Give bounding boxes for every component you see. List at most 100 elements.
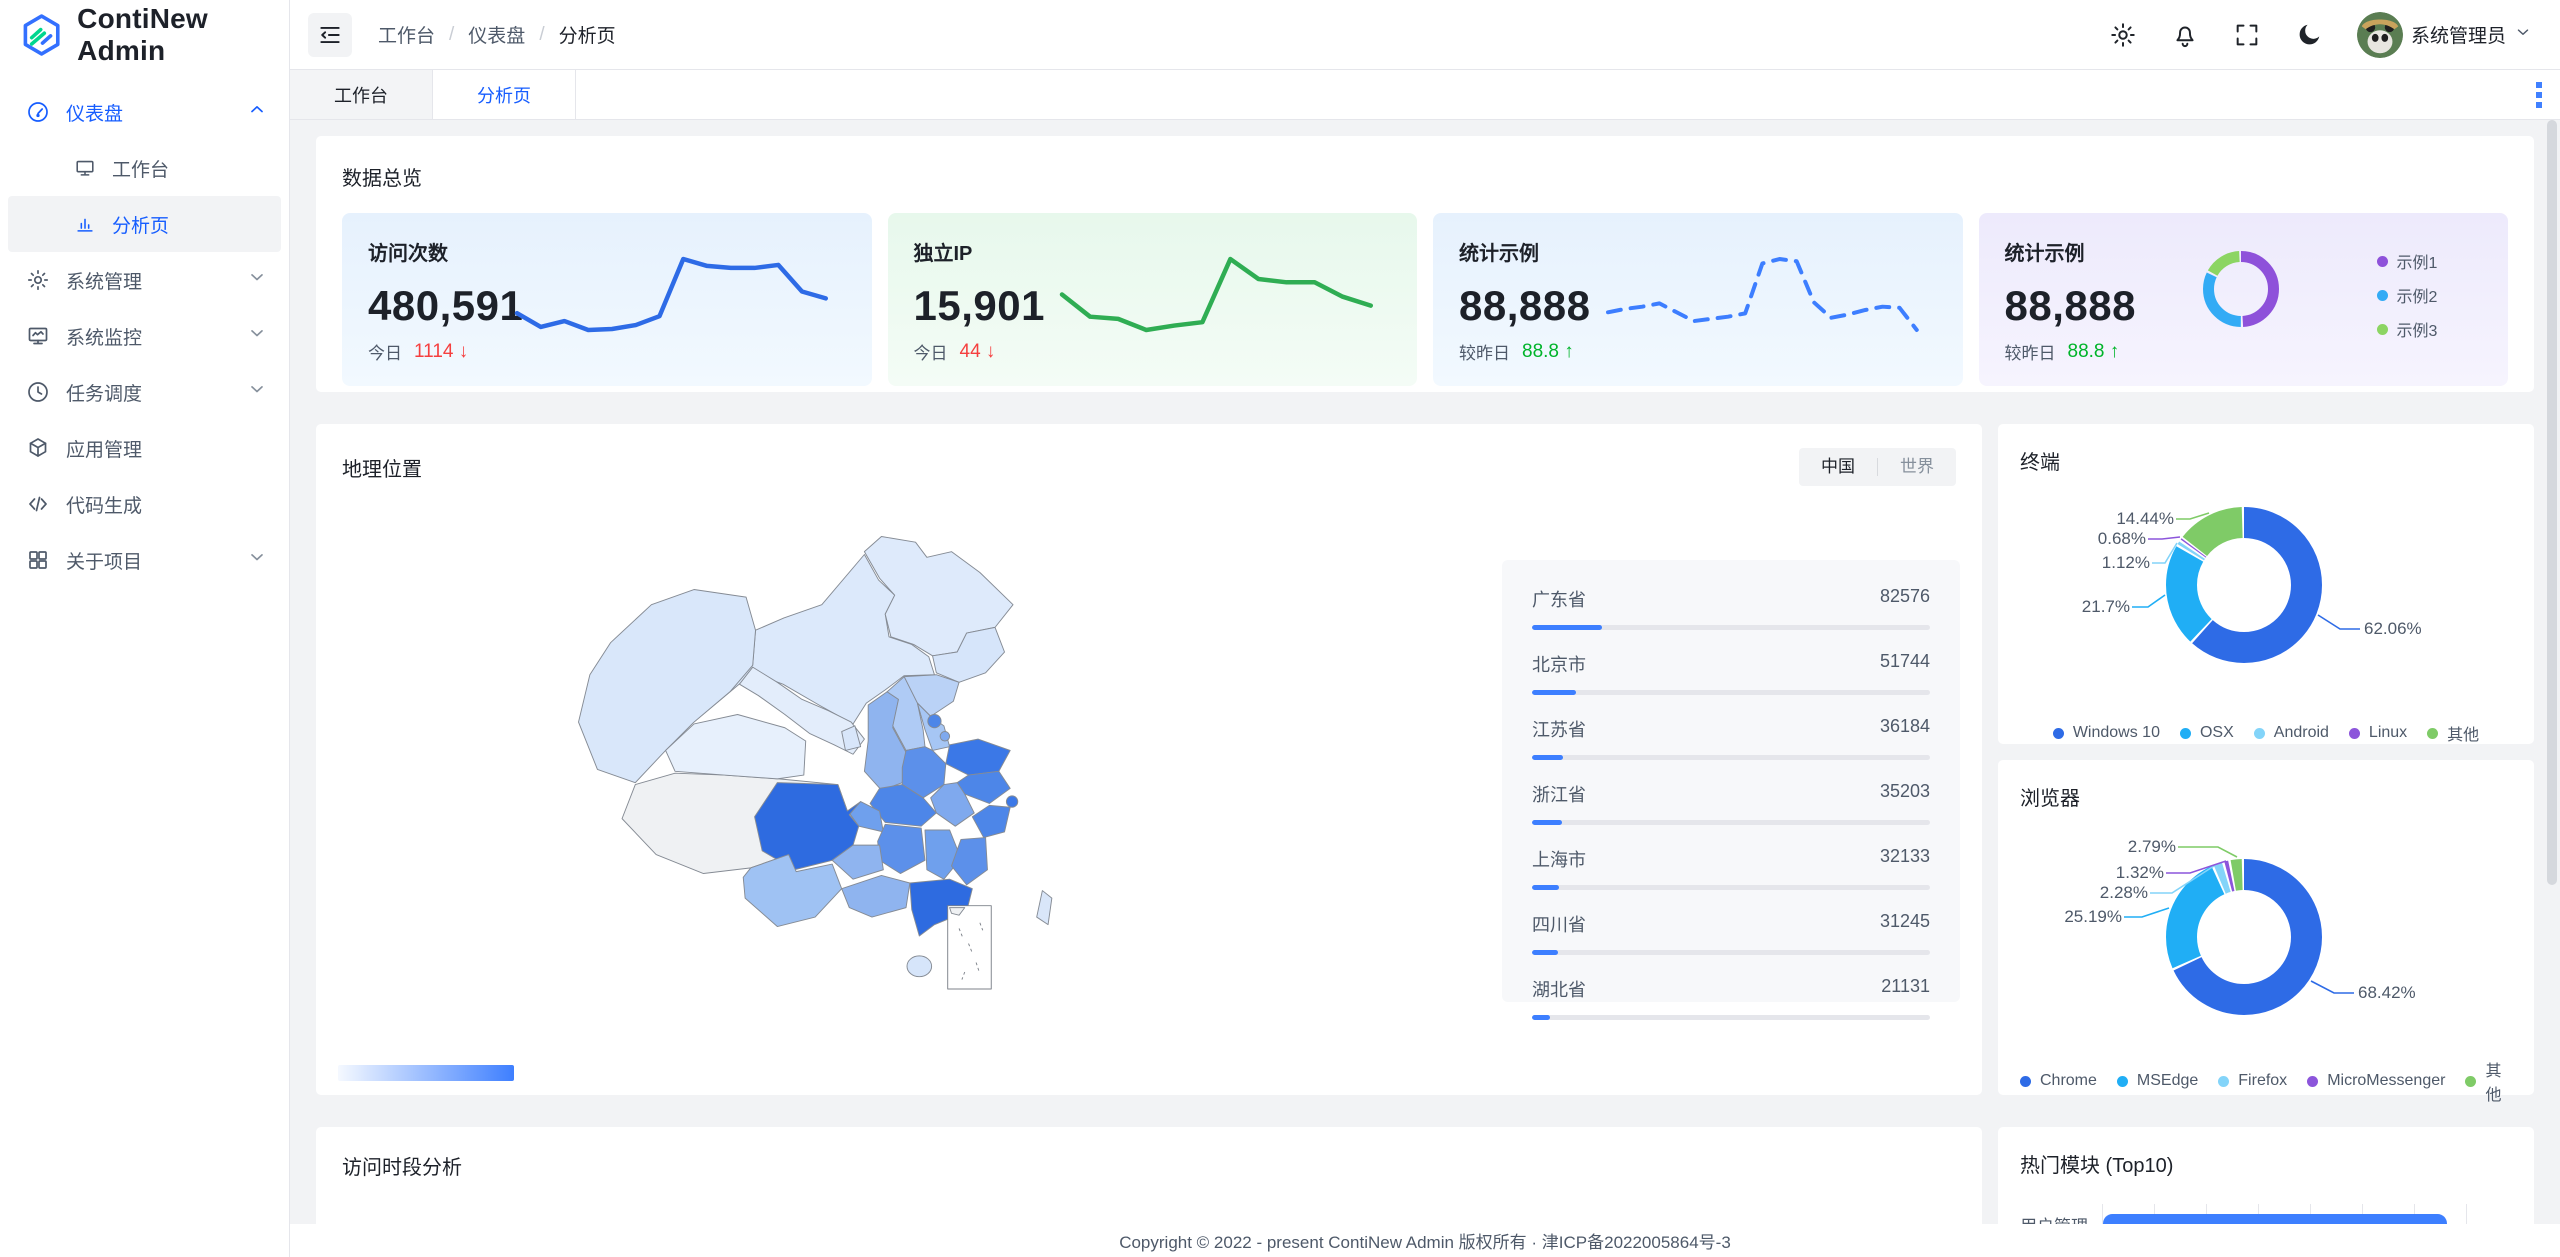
tab-more-icon[interactable]: [2536, 81, 2542, 108]
sidebar-item-dashboard[interactable]: 仪表盘: [0, 84, 289, 140]
stat-card-sample-line[interactable]: 统计示例 88,888 较昨日 88.8 ↑: [1433, 213, 1963, 386]
ip-sparkline: [1059, 255, 1374, 334]
tab-workplace[interactable]: 工作台: [290, 70, 433, 119]
notifications-bell-icon[interactable]: [2171, 21, 2199, 49]
settings-icon[interactable]: [2109, 21, 2137, 49]
stat-delta: 44 ↓: [959, 340, 996, 362]
pie-label: 25.19%: [2064, 907, 2122, 926]
header-actions: 系统管理员: [2109, 11, 2532, 58]
province-name: 湖北省: [1532, 980, 1586, 1000]
sample-donut-chart[interactable]: [2193, 241, 2289, 337]
toggle-world[interactable]: 世界: [1900, 457, 1934, 476]
sidebar-item-task-scheduling[interactable]: 任务调度: [0, 364, 289, 420]
pie-label: 2.79%: [2127, 837, 2176, 856]
fullscreen-icon[interactable]: [2233, 21, 2261, 49]
bar-chart-icon: [74, 213, 96, 235]
terminal-donut-chart[interactable]: 62.06% 21.7% 1.12% 0.68% 14.44%: [2020, 481, 2512, 717]
geo-card: 地理位置 中国 世界: [316, 424, 1982, 1095]
province-row: 湖北省 21131: [1532, 976, 1930, 1020]
browser-card: 浏览器 68.42% 25.19%: [1998, 760, 2534, 1104]
pie-label: 68.42%: [2358, 983, 2416, 1002]
time-analysis-card: 访问时段分析 100k: [316, 1127, 1982, 1224]
legend-item[interactable]: 其他: [2427, 721, 2479, 745]
visualmap-gradient-legend[interactable]: [338, 1065, 514, 1081]
data-overview-card: 数据总览 访问次数 480,591 今日 1114 ↓ 独立IP 15,901: [316, 136, 2534, 392]
sidebar-item-analysis[interactable]: 分析页: [8, 196, 281, 252]
sidebar-item-app-management[interactable]: 应用管理: [0, 420, 289, 476]
grid-icon: [26, 548, 50, 572]
province-ranking: 广东省 82576 北京市 51744 江苏省 36184 浙江省 35203 上海市 32133…: [1502, 560, 1960, 1020]
stat-delta: 88.8 ↑: [1522, 340, 1574, 362]
terminal-legend: Windows 10 OSX Android Linux 其他: [2020, 721, 2512, 745]
pie-label: 2.28%: [2099, 883, 2148, 902]
stat-value: 15,901: [913, 282, 1045, 329]
page-scrollbar[interactable]: [2547, 120, 2557, 885]
right-column: 终端 62.06% 21.7%: [1998, 424, 2534, 1104]
sample-donut-legend: 示例1 示例2 示例3: [2376, 249, 2437, 341]
legend-item[interactable]: Windows 10: [2052, 721, 2160, 745]
browser-title: 浏览器: [2020, 788, 2080, 810]
sidebar-item-about-project[interactable]: 关于项目: [0, 532, 289, 588]
province-name: 广东省: [1532, 590, 1586, 610]
sidebar-item-system-management[interactable]: 系统管理: [0, 252, 289, 308]
main-column: 工作台 / 仪表盘 / 分析页 系统管理员: [290, 0, 2560, 1257]
legend-item[interactable]: 示例2: [2376, 283, 2437, 307]
legend-item[interactable]: 示例3: [2376, 317, 2437, 341]
province-value: 32133: [1879, 846, 1930, 866]
chevron-down-icon: [2514, 23, 2532, 46]
breadcrumb-item[interactable]: 仪表盘: [468, 26, 526, 47]
avatar: [2356, 11, 2403, 58]
breadcrumb-item[interactable]: 分析页: [558, 26, 616, 47]
legend-item[interactable]: OSX: [2179, 721, 2234, 745]
stat-value: 480,591: [368, 282, 524, 329]
tabs-container: 工作台 分析页: [290, 70, 576, 119]
dark-mode-moon-icon[interactable]: [2295, 21, 2323, 49]
tab-bar: 工作台 分析页: [290, 70, 2560, 120]
app-logo[interactable]: ContiNew Admin: [0, 0, 289, 70]
china-map[interactable]: [552, 500, 1262, 1035]
stat-value: 88,888: [2004, 282, 2136, 329]
legend-item[interactable]: 示例1: [2376, 249, 2437, 273]
toggle-china[interactable]: 中国: [1821, 457, 1855, 476]
app-title: ContiNew Admin: [77, 3, 208, 66]
stat-card-visits[interactable]: 访问次数 480,591 今日 1114 ↓: [342, 213, 872, 386]
logo-icon: [23, 14, 60, 56]
chevron-down-icon: [247, 323, 267, 349]
legend-item[interactable]: Firefox: [2218, 1057, 2287, 1105]
province-row: 北京市 51744: [1532, 651, 1930, 695]
dashboard-icon: [26, 100, 50, 124]
legend-item[interactable]: Android: [2253, 721, 2329, 745]
sidebar-nav: 仪表盘 工作台 分析页 系统管理 系统监控 任务调度 应用管理 代码生成 关于项目: [0, 70, 289, 588]
stat-card-sample-pie[interactable]: 统计示例 88,888 较昨日 88.8 ↑ 示例1 示例2 示例3: [1978, 213, 2508, 386]
map-scope-toggle: 中国 世界: [1799, 448, 1956, 486]
pie-label: 14.44%: [2116, 509, 2174, 528]
breadcrumb-item[interactable]: 工作台: [378, 26, 436, 47]
user-menu[interactable]: 系统管理员: [2356, 11, 2532, 58]
legend-item[interactable]: MSEdge: [2116, 1057, 2198, 1105]
legend-item[interactable]: 其他: [2465, 1057, 2512, 1105]
pie-label: 0.68%: [2097, 529, 2146, 548]
clock-icon: [26, 380, 50, 404]
stat-card-unique-ip[interactable]: 独立IP 15,901 今日 44 ↓: [887, 213, 1417, 386]
legend-item[interactable]: MicroMessenger: [2307, 1057, 2445, 1105]
browser-donut-chart[interactable]: 68.42% 25.19% 2.28% 1.32% 2.79%: [2020, 817, 2512, 1053]
sidebar-item-code-generation[interactable]: 代码生成: [0, 476, 289, 532]
sidebar-item-workplace[interactable]: 工作台: [8, 140, 281, 196]
sidebar-collapse-button[interactable]: [308, 12, 352, 57]
sidebar-item-system-monitor[interactable]: 系统监控: [0, 308, 289, 364]
province-value: 31245: [1879, 911, 1930, 931]
top-modules-plot[interactable]: [2102, 1204, 2512, 1224]
footer: Copyright © 2022 - present ContiNew Admi…: [290, 1224, 2560, 1257]
visits-sparkline: [514, 255, 828, 334]
legend-item[interactable]: Chrome: [2020, 1057, 2097, 1105]
tab-analysis[interactable]: 分析页: [433, 70, 576, 119]
stat-row: 访问次数 480,591 今日 1114 ↓ 独立IP 15,901 今日: [342, 213, 2508, 386]
legend-item[interactable]: Linux: [2348, 721, 2407, 745]
chevron-down-icon: [247, 267, 267, 293]
province-name: 浙江省: [1532, 785, 1586, 805]
province-value: 36184: [1879, 716, 1930, 736]
pie-label: 21.7%: [2081, 597, 2130, 616]
page-content: 数据总览 访问次数 480,591 今日 1114 ↓ 独立IP 15,901: [290, 120, 2560, 1224]
browser-legend: Chrome MSEdge Firefox MicroMessenger 其他: [2020, 1057, 2512, 1105]
